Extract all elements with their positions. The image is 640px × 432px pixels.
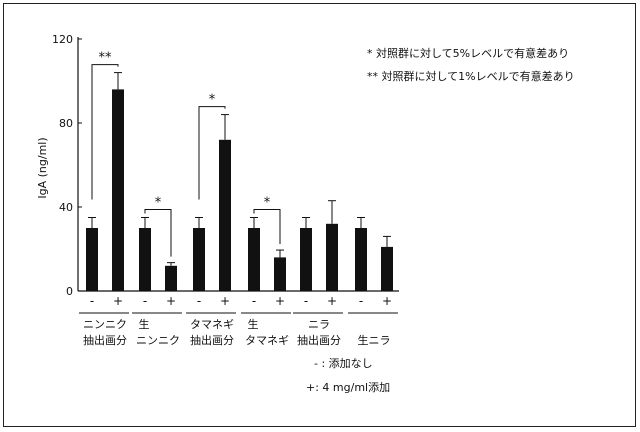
group-label: 抽出画分 (83, 333, 127, 347)
group-label: 生 (139, 317, 150, 331)
y-tick-label: 0 (66, 285, 73, 298)
treatment-label: + (113, 294, 123, 308)
y-tick-label: 80 (59, 117, 73, 130)
group-labels: -+ニンニク抽出画分-+生ニンニク-+タマネギ抽出画分-+生タマネギ-+ニラ抽出… (79, 294, 398, 347)
significance-mark: ** (99, 51, 113, 66)
group-label: ニラ (308, 318, 330, 331)
group-label: 抽出画分 (190, 333, 234, 347)
bar-control (139, 228, 151, 291)
bar-control (193, 228, 205, 291)
chart: 04080120 ***** -+ニンニク抽出画分-+生ニンニク-+タマネギ抽出… (4, 4, 637, 428)
treatment-label: - (90, 294, 94, 308)
bar-control (300, 228, 312, 291)
y-tick-label: 40 (59, 201, 73, 214)
treatment-label: - (197, 294, 201, 308)
group-label: ニンニク (83, 318, 127, 331)
y-axis-label: IgA (ng/ml) (36, 137, 49, 198)
significance-mark: * (155, 196, 162, 211)
legend-entry-1pct: ** 対照群に対して1%レベルで有意差あり (367, 69, 575, 83)
key-plus: +: 4 mg/ml添加 (306, 380, 390, 394)
significance-mark: * (264, 196, 271, 211)
y-tick-label: 120 (52, 33, 73, 46)
significance-mark: * (209, 93, 216, 108)
bar-treated (326, 224, 338, 291)
treatment-label: + (275, 294, 285, 308)
bar-treated (219, 140, 231, 291)
top-border (0, 0, 640, 2)
treatment-label: - (359, 294, 363, 308)
bar-control (248, 228, 260, 291)
bar-treated (112, 89, 124, 291)
treatment-label: + (382, 294, 392, 308)
treatment-label: + (327, 294, 337, 308)
bar-control (86, 228, 98, 291)
bar-treated (381, 247, 393, 291)
group-label: 生 (248, 317, 259, 331)
group-label: 抽出画分 (297, 333, 341, 347)
treatment-label: + (166, 294, 176, 308)
treatment-label: - (252, 294, 256, 308)
bars (86, 73, 393, 291)
treatment-label: - (143, 294, 147, 308)
treatment-label: + (220, 294, 230, 308)
bar-treated (165, 266, 177, 291)
figure-frame: 04080120 ***** -+ニンニク抽出画分-+生ニンニク-+タマネギ抽出… (3, 3, 636, 427)
treatment-label: - (304, 294, 308, 308)
legend-entry-5pct: * 対照群に対して5%レベルで有意差あり (367, 46, 569, 60)
group-label: タマネギ (245, 334, 289, 347)
bar-treated (274, 257, 286, 291)
bar-control (355, 228, 367, 291)
key-minus: - : 添加なし (314, 356, 373, 370)
group-label: 生ニラ (358, 333, 391, 347)
group-label: ニンニク (136, 334, 180, 347)
group-label: タマネギ (190, 318, 234, 331)
